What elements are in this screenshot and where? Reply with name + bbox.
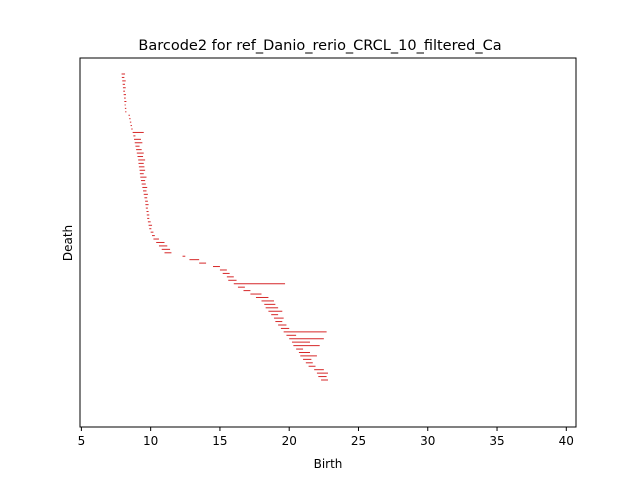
x-axis-ticks: 5 10 15 20 25 30 35 40 [78, 427, 574, 448]
x-tick-label: 20 [282, 434, 297, 448]
barcode-bars [121, 73, 328, 381]
plot-frame [79, 57, 577, 428]
y-axis-label: Death [61, 225, 75, 261]
x-tick-label: 10 [143, 434, 158, 448]
x-tick-label: 30 [420, 434, 435, 448]
x-tick-label: 15 [212, 434, 227, 448]
x-tick-label: 35 [489, 434, 504, 448]
chart-title: Barcode2 for ref_Danio_rerio_CRCL_10_fil… [138, 38, 501, 54]
x-tick-label: 5 [78, 434, 86, 448]
x-axis-label: Birth [314, 457, 343, 471]
x-tick-label: 25 [351, 434, 366, 448]
x-tick-label: 40 [559, 434, 574, 448]
